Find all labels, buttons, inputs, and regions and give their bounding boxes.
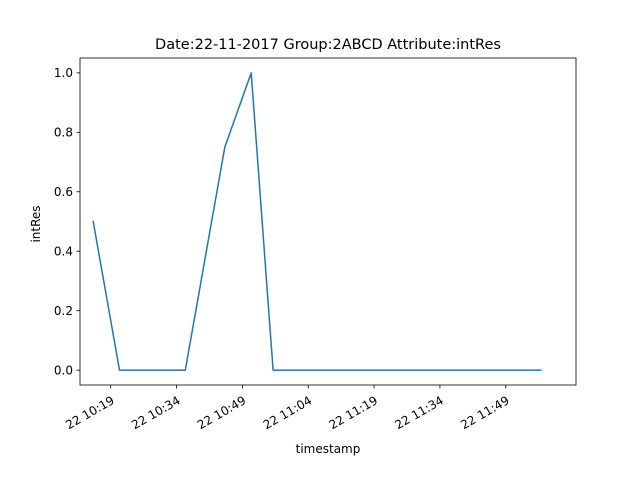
axes-frame [79,57,577,386]
x-axis-label: timestamp [296,442,361,456]
plot-area [79,57,577,386]
x-tick-label: 22 11:49 [458,393,511,432]
x-axis: 22 10:19 22 10:34 22 10:49 22 11:04 22 11:19… [63,385,512,432]
series-line-0 [92,72,542,371]
y-axis: 0.0 0.2 0.4 0.6 0.8 1.0 [54,66,80,377]
x-tick-label: 22 11:19 [327,393,380,432]
y-tick-label: 0.4 [54,245,73,259]
y-tick-label: 0.0 [54,363,73,377]
x-tick-label: 22 11:34 [392,393,445,432]
y-tick-label: 1.0 [54,66,73,80]
x-tick-label: 22 10:49 [195,393,248,432]
chart-title: Date:22-11-2017 Group:2ABCD Attribute:in… [155,37,501,53]
x-tick-label: 22 11:04 [261,393,314,432]
y-tick-label: 0.8 [54,126,73,140]
y-tick-label: 0.2 [54,304,73,318]
y-tick-label: 0.6 [54,185,73,199]
x-tick-label: 22 10:34 [129,393,182,432]
x-tick-label: 22 10:19 [63,393,116,432]
y-axis-label: intRes [29,205,43,242]
